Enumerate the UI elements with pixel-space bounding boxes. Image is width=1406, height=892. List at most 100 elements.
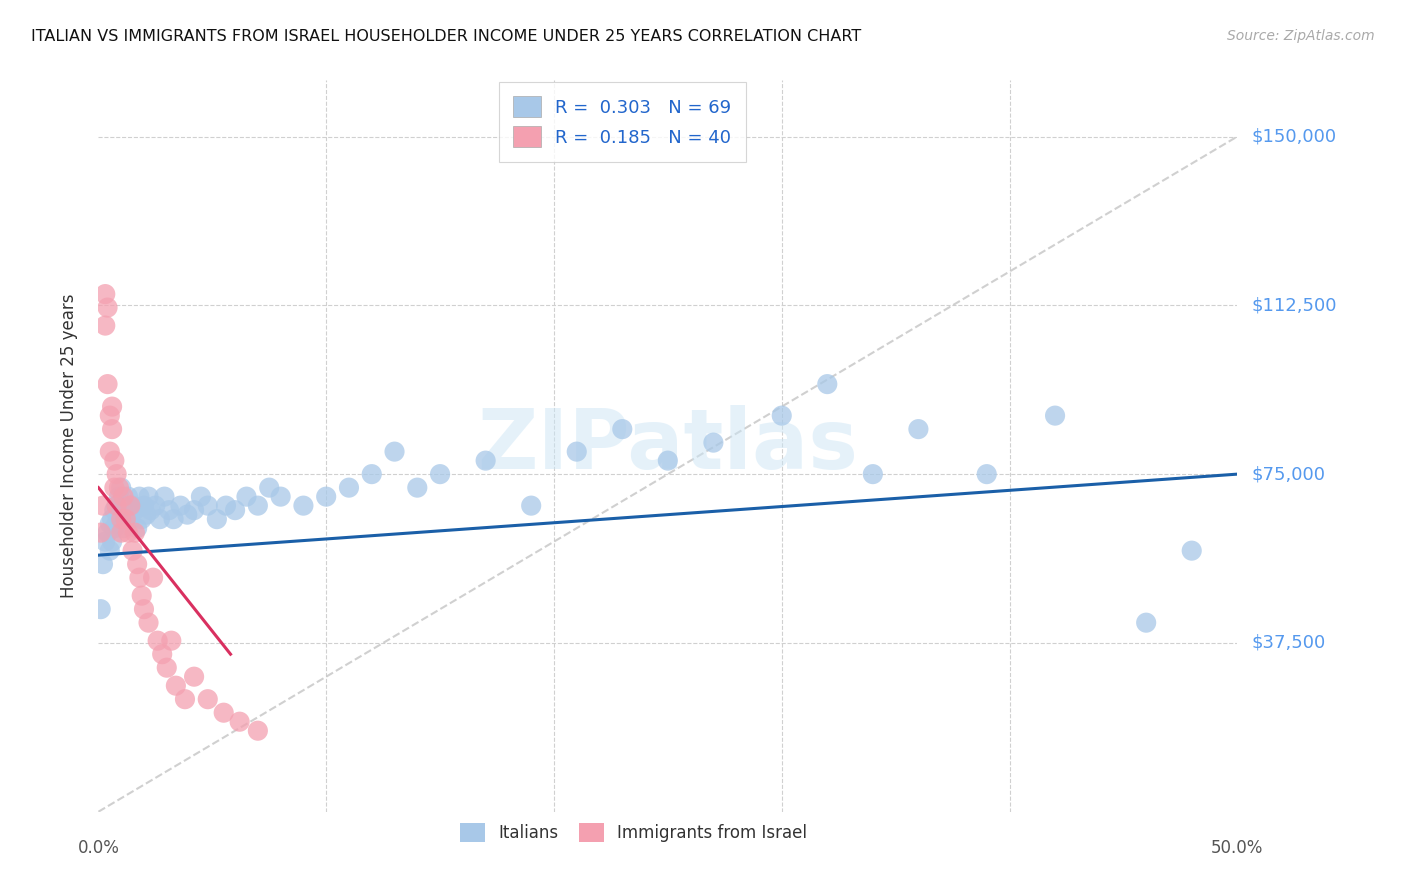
Point (98, 444, 121, 458)
Point (235, 490, 257, 504)
Text: $37,500: $37,500 (1251, 634, 1326, 652)
Point (103, 521, 125, 535)
Point (128, 490, 150, 504)
Point (90, 525, 112, 540)
Text: $75,000: $75,000 (1251, 465, 1326, 483)
Y-axis label: Householder Income Under 25 years: Householder Income Under 25 years (59, 293, 77, 599)
Point (117, 503, 139, 517)
Point (246, 723, 269, 738)
Point (114, 512, 136, 526)
Point (132, 499, 155, 513)
Point (150, 647, 173, 661)
Point (121, 543, 143, 558)
Point (105, 516, 128, 531)
Point (127, 521, 149, 535)
Point (197, 499, 219, 513)
Point (135, 508, 157, 522)
Point (205, 512, 228, 526)
Point (91, 557, 114, 571)
Point (127, 557, 149, 571)
Point (145, 499, 167, 513)
Point (105, 467, 128, 482)
Point (105, 499, 128, 513)
Text: $150,000: $150,000 (1251, 128, 1336, 145)
Point (108, 512, 131, 526)
Point (96, 525, 118, 540)
Point (770, 409, 793, 423)
Point (94, 534, 117, 549)
Point (224, 503, 246, 517)
Point (259, 481, 281, 495)
Point (110, 512, 132, 526)
Point (212, 706, 235, 720)
Point (160, 633, 183, 648)
Point (862, 467, 884, 482)
Point (117, 525, 139, 540)
Point (132, 602, 155, 616)
Point (657, 453, 679, 467)
Text: 50.0%: 50.0% (1211, 839, 1264, 857)
Point (153, 490, 176, 504)
Text: ITALIAN VS IMMIGRANTS FROM ISRAEL HOUSEHOLDER INCOME UNDER 25 YEARS CORRELATION : ITALIAN VS IMMIGRANTS FROM ISRAEL HOUSEH… (31, 29, 862, 45)
Point (165, 679, 187, 693)
Point (94, 318, 117, 333)
Point (124, 525, 146, 540)
Point (105, 499, 128, 513)
Point (907, 422, 929, 436)
Point (1043, 409, 1066, 423)
Point (101, 400, 124, 414)
Point (138, 490, 160, 504)
Point (246, 499, 269, 513)
Point (139, 503, 162, 517)
Point (149, 512, 172, 526)
Text: ZIPatlas: ZIPatlas (478, 406, 858, 486)
Point (474, 453, 496, 467)
Point (565, 444, 588, 458)
Point (315, 490, 337, 504)
Point (384, 444, 406, 458)
Point (98, 409, 121, 423)
Point (190, 490, 212, 504)
Point (103, 453, 125, 467)
Point (142, 571, 165, 585)
Point (815, 377, 838, 392)
Point (197, 692, 219, 706)
Point (215, 499, 238, 513)
Point (108, 481, 131, 495)
Point (112, 521, 135, 535)
Point (174, 692, 197, 706)
Point (120, 512, 142, 526)
Point (228, 714, 250, 729)
Text: Source: ZipAtlas.com: Source: ZipAtlas.com (1227, 29, 1375, 44)
Point (156, 661, 179, 675)
Point (520, 499, 543, 513)
Point (91, 499, 114, 513)
Point (101, 422, 124, 436)
Point (337, 481, 360, 495)
Point (146, 633, 169, 648)
Point (110, 525, 132, 540)
Point (110, 481, 132, 495)
Point (112, 499, 135, 513)
Point (138, 615, 160, 630)
Text: $112,500: $112,500 (1251, 296, 1337, 314)
Point (98, 543, 121, 558)
Point (183, 503, 205, 517)
Text: 0.0%: 0.0% (77, 839, 120, 857)
Point (96, 377, 118, 392)
Point (124, 503, 146, 517)
Point (360, 467, 382, 482)
Point (169, 499, 191, 513)
Point (121, 499, 143, 513)
Point (103, 503, 125, 517)
Point (429, 467, 451, 482)
Point (1135, 615, 1157, 630)
Point (94, 287, 117, 301)
Point (128, 571, 150, 585)
Point (157, 503, 180, 517)
Point (117, 490, 139, 504)
Point (112, 490, 135, 504)
Point (131, 512, 153, 526)
Point (183, 670, 205, 684)
Point (406, 481, 429, 495)
